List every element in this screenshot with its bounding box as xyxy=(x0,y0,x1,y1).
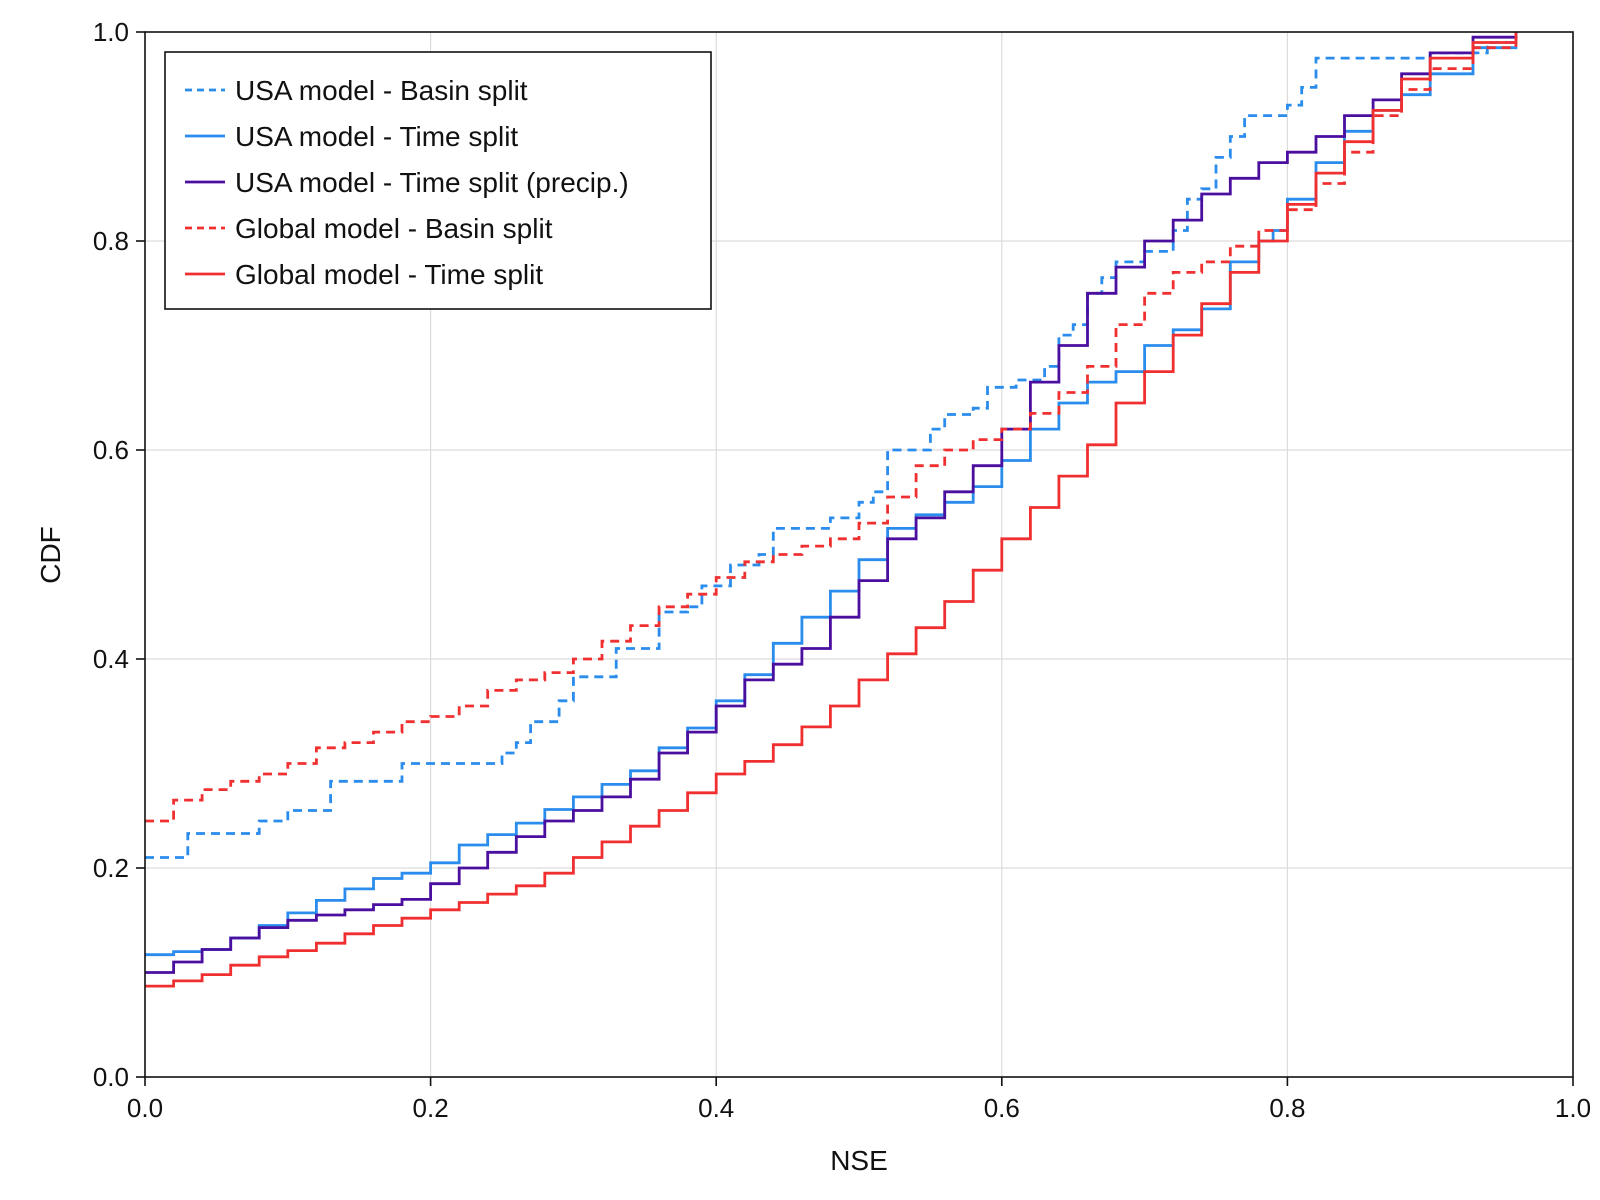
series-layer xyxy=(145,32,1518,988)
x-tick-labels: 0.0 0.2 0.4 0.6 0.8 1.0 xyxy=(127,1093,1591,1123)
series-line-global-model-basin-split xyxy=(145,32,1518,823)
y-tick-label: 0.8 xyxy=(93,226,129,256)
axis-ticks xyxy=(136,31,1574,1086)
plot-frame xyxy=(144,31,1574,1078)
x-tick-label: 0.0 xyxy=(127,1093,163,1123)
y-tick-label: 1.0 xyxy=(93,17,129,47)
y-tick-labels: 0.0 0.2 0.4 0.6 0.8 1.0 xyxy=(93,17,129,1092)
legend: USA model - Basin split USA model - Time … xyxy=(164,51,712,310)
x-tick-label: 0.6 xyxy=(984,1093,1020,1123)
x-axis-title: NSE xyxy=(830,1145,888,1176)
y-tick-label: 0.4 xyxy=(93,644,129,674)
y-tick-label: 0.0 xyxy=(93,1062,129,1092)
x-tick-label: 0.4 xyxy=(698,1093,734,1123)
legend-label: Global model - Basin split xyxy=(235,213,553,244)
y-axis-title: CDF xyxy=(35,526,66,584)
x-tick-label: 0.8 xyxy=(1269,1093,1305,1123)
y-tick-label: 0.6 xyxy=(93,435,129,465)
x-tick-label: 1.0 xyxy=(1555,1093,1591,1123)
legend-box xyxy=(164,51,712,310)
legend-label: USA model - Time split xyxy=(235,121,518,152)
series-line-usa-model-basin-split xyxy=(145,32,1518,859)
x-tick-label: 0.2 xyxy=(413,1093,449,1123)
y-tick-label: 0.2 xyxy=(93,853,129,883)
legend-items: USA model - Basin split USA model - Time … xyxy=(185,75,629,290)
legend-label: USA model - Time split (precip.) xyxy=(235,167,629,198)
legend-label: Global model - Time split xyxy=(235,259,543,290)
series-line-usa-model-time-split-precip xyxy=(145,32,1518,974)
series-line-global-model-time-split xyxy=(145,32,1518,988)
legend-label: USA model - Basin split xyxy=(235,75,528,106)
